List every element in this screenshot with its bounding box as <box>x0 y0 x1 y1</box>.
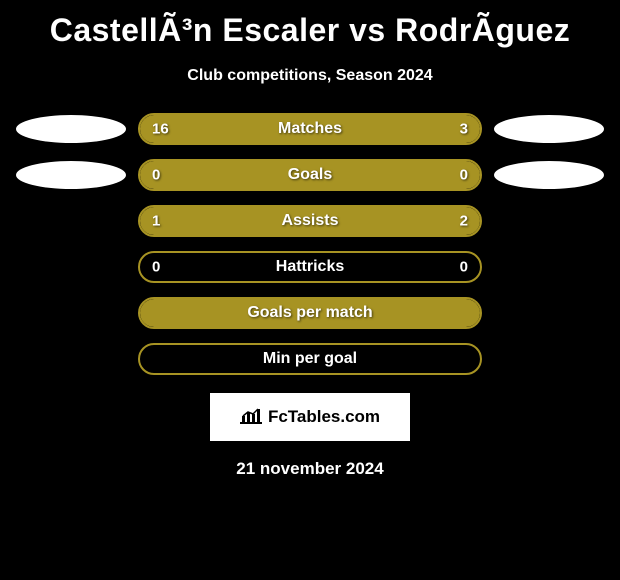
stat-value-a: 1 <box>152 213 160 230</box>
player-b-avatar <box>494 115 604 143</box>
stat-label: Hattricks <box>276 258 344 276</box>
stat-value-a: 0 <box>152 259 160 276</box>
chart-icon <box>240 406 262 429</box>
stat-row: 0 0 Goals <box>0 159 620 191</box>
stat-bar: 0 0 Goals <box>138 159 482 191</box>
stat-label: Goals per match <box>247 304 372 322</box>
footer-logo-text: FcTables.com <box>268 407 380 427</box>
stat-value-a: 16 <box>152 121 169 138</box>
footer-date: 21 november 2024 <box>0 459 620 479</box>
stat-value-b: 3 <box>460 121 468 138</box>
stat-label: Goals <box>288 166 332 184</box>
player-a-avatar <box>16 115 126 143</box>
stat-value-a: 0 <box>152 167 160 184</box>
stat-row: 16 3 Matches <box>0 113 620 145</box>
stat-label: Matches <box>278 120 342 138</box>
footer-logo: FcTables.com <box>210 393 410 441</box>
stat-row: Min per goal <box>0 343 620 375</box>
stat-value-b: 2 <box>460 213 468 230</box>
stat-row: 0 0 Hattricks <box>0 251 620 283</box>
stat-bar: Goals per match <box>138 297 482 329</box>
stat-row: Goals per match <box>0 297 620 329</box>
stat-bar: 16 3 Matches <box>138 113 482 145</box>
stat-bar: 0 0 Hattricks <box>138 251 482 283</box>
subtitle: Club competitions, Season 2024 <box>0 67 620 85</box>
stat-label: Min per goal <box>263 350 357 368</box>
stat-value-b: 0 <box>460 167 468 184</box>
stat-bar: Min per goal <box>138 343 482 375</box>
page-title: CastellÃ³n Escaler vs RodrÃ­guez <box>0 0 620 49</box>
player-b-avatar <box>494 161 604 189</box>
stat-bar: 1 2 Assists <box>138 205 482 237</box>
stat-row: 1 2 Assists <box>0 205 620 237</box>
stat-label: Assists <box>282 212 339 230</box>
player-a-avatar <box>16 161 126 189</box>
stat-value-b: 0 <box>460 259 468 276</box>
comparison-rows: 16 3 Matches 0 0 Goals 1 2 Assists 0 0 Hattricks Goa… <box>0 113 620 375</box>
